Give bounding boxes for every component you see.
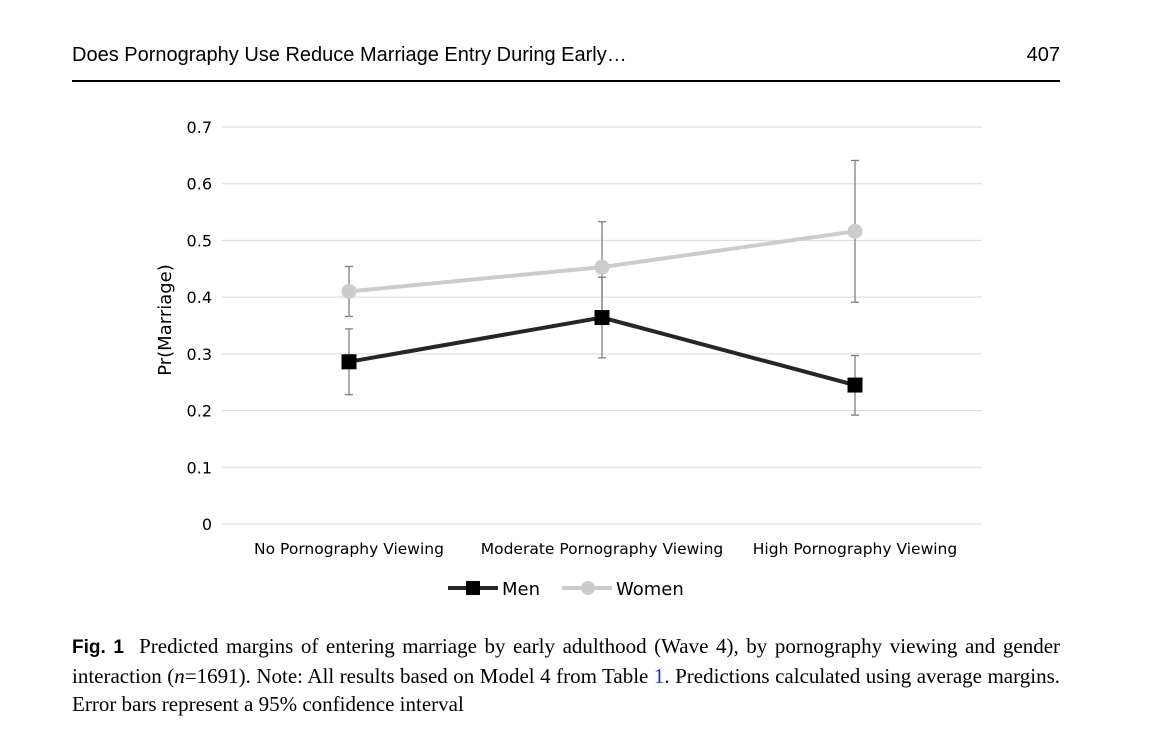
page-number: 407 xyxy=(1026,44,1060,66)
legend-swatch-marker xyxy=(466,581,480,595)
legend-label: Men xyxy=(502,579,540,600)
y-tick-label: 0.6 xyxy=(187,175,212,194)
running-head: Does Pornography Use Reduce Marriage Ent… xyxy=(72,40,1060,82)
table-ref-link[interactable]: 1 xyxy=(653,664,665,688)
data-point xyxy=(594,259,610,275)
caption-n-variable: n xyxy=(174,664,185,688)
y-tick-label: 0.5 xyxy=(187,231,212,250)
x-tick-label: No Pornography Viewing xyxy=(254,540,444,558)
y-tick-label: 0.4 xyxy=(187,288,212,307)
caption-n-equals: =1691 xyxy=(184,664,239,688)
data-point xyxy=(847,223,863,239)
legend-swatch-marker xyxy=(581,581,595,595)
series-women xyxy=(341,159,863,318)
caption-text-1: Predicted margins of entering marriage b… xyxy=(72,634,1061,688)
y-axis-ticks: 0 0.1 0.2 0.3 0.4 0.5 0.6 0.7 xyxy=(187,118,212,534)
y-tick-label: 0.2 xyxy=(187,402,212,421)
series-men xyxy=(341,276,863,416)
legend: Men Women xyxy=(448,579,684,600)
data-series xyxy=(341,159,863,416)
data-point xyxy=(341,283,357,299)
y-tick-label: 0.7 xyxy=(187,118,212,137)
y-axis-label: Pr(Marriage) xyxy=(155,264,176,376)
y-tick-label: 0.1 xyxy=(187,458,212,477)
legend-label: Women xyxy=(616,579,684,600)
figure-label: Fig. 1 xyxy=(72,637,124,658)
x-tick-label: Moderate Pornography Viewing xyxy=(481,540,724,558)
x-tick-label: High Pornography Viewing xyxy=(753,540,957,558)
figure-1-chart: 0 0.1 0.2 0.3 0.4 0.5 0.6 0.7 Pr(Marriage) No P… xyxy=(155,118,982,600)
caption-text-3: . Predictions calculated using average m… xyxy=(72,664,1060,716)
figure-caption: Fig. 1 Predicted margins of entering mar… xyxy=(72,632,1060,718)
running-title: Does Pornography Use Reduce Marriage Ent… xyxy=(72,44,627,66)
y-tick-label: 0.3 xyxy=(187,345,212,364)
legend-item-women: Women xyxy=(562,579,684,600)
caption-text-2: ). Note: All results based on Model 4 fr… xyxy=(238,664,654,688)
data-point xyxy=(847,377,863,393)
legend-item-men: Men xyxy=(448,579,540,600)
data-point xyxy=(594,310,610,326)
y-tick-label: 0 xyxy=(202,515,212,534)
x-axis-ticks: No Pornography Viewing Moderate Pornograp… xyxy=(254,540,957,558)
data-point xyxy=(341,354,357,370)
